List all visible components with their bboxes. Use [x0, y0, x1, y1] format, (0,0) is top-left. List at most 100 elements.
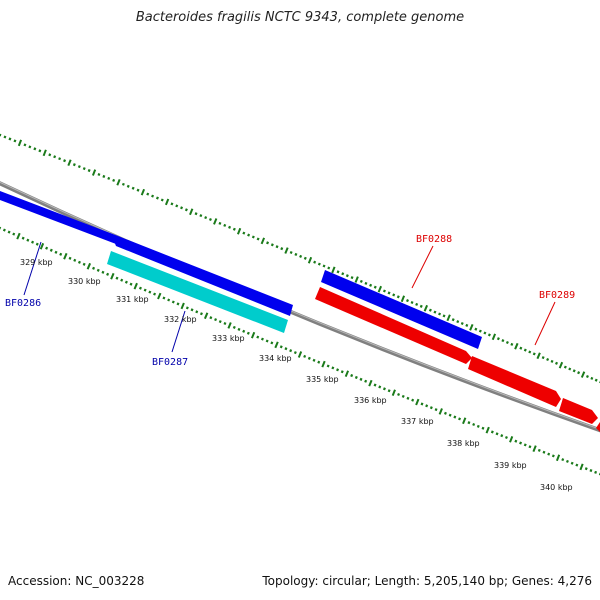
minor-tick	[438, 312, 442, 316]
minor-tick	[176, 302, 180, 306]
gene-arrow-next[interactable]	[559, 398, 598, 424]
minor-tick	[392, 293, 396, 297]
major-tick	[17, 139, 23, 147]
minor-tick	[317, 360, 321, 364]
major-tick	[446, 314, 451, 322]
minor-tick	[594, 378, 598, 382]
minor-tick	[542, 450, 546, 454]
major-tick	[462, 417, 467, 425]
minor-tick	[129, 282, 133, 286]
gene-arrow-bf0288-rev[interactable]	[315, 287, 472, 364]
minor-tick	[162, 296, 166, 300]
minor-tick	[505, 340, 509, 345]
genome-stats-text: Topology: circular; Length: 5,205,140 bp…	[262, 574, 592, 588]
minor-tick	[364, 281, 368, 285]
minor-tick	[510, 342, 514, 346]
minor-tick	[481, 426, 485, 430]
minor-tick	[460, 321, 464, 326]
minor-tick	[359, 377, 363, 381]
minor-tick	[458, 417, 462, 421]
minor-tick	[443, 411, 447, 415]
gene-leader-lines	[23, 241, 556, 353]
scale-label: 332 kbp	[164, 315, 197, 324]
minor-tick	[242, 329, 246, 333]
minor-tick	[554, 361, 559, 365]
minor-tick	[572, 369, 576, 373]
gene-arrow-bf0286[interactable]	[114, 236, 293, 316]
minor-tick	[570, 461, 574, 465]
minor-tick	[53, 155, 57, 159]
minor-tick	[495, 432, 499, 436]
minor-tick	[23, 143, 27, 147]
minor-tick	[294, 252, 298, 257]
minor-tick	[483, 331, 487, 335]
minor-tick	[496, 337, 500, 341]
minor-tick	[442, 314, 446, 318]
major-tick	[469, 324, 474, 331]
minor-tick	[256, 237, 260, 241]
minor-tick	[223, 321, 227, 326]
minor-tick	[428, 308, 432, 312]
gene-arrow-bf0287[interactable]	[107, 251, 288, 333]
minor-tick	[411, 398, 415, 402]
minor-tick	[382, 387, 386, 391]
minor-tick	[387, 389, 391, 393]
minor-tick	[350, 276, 354, 280]
minor-tick	[13, 139, 17, 143]
major-tick	[555, 454, 561, 462]
major-tick	[423, 304, 429, 312]
scale-label: 329 kbp	[20, 258, 53, 267]
minor-tick	[451, 318, 455, 322]
minor-tick	[185, 306, 189, 310]
scale-label: 331 kbp	[116, 295, 149, 304]
minor-tick	[406, 396, 410, 400]
minor-tick	[433, 310, 437, 314]
minor-tick	[317, 262, 321, 266]
minor-tick	[151, 194, 155, 198]
minor-tick	[523, 348, 527, 352]
gene-arrow-edge[interactable]	[596, 422, 600, 432]
minor-tick	[327, 266, 331, 270]
minor-tick	[77, 260, 81, 264]
minor-tick	[171, 300, 175, 304]
gene-label-bf0288: BF0288	[416, 234, 452, 245]
reverse-strand-genes	[315, 287, 600, 432]
minor-tick	[160, 198, 164, 202]
major-tick	[42, 149, 47, 157]
minor-tick	[453, 415, 457, 419]
genome-title: Bacteroides fragilis NCTC 9343, complete…	[135, 10, 465, 25]
gene-arrow-forward[interactable]	[0, 191, 118, 244]
minor-tick	[312, 358, 316, 362]
inner-tick-ring	[0, 226, 600, 476]
major-tick	[86, 262, 92, 270]
minor-tick	[341, 272, 345, 276]
minor-tick	[303, 256, 307, 260]
major-tick	[260, 237, 266, 245]
major-tick	[377, 285, 383, 293]
minor-tick	[77, 165, 81, 169]
minor-tick	[303, 354, 307, 358]
minor-tick	[280, 247, 284, 251]
scale-labels: 329 kbp 330 kbp 331 kbp 332 kbp 333 kbp …	[20, 258, 573, 492]
minor-tick	[289, 349, 293, 353]
minor-tick	[415, 302, 419, 306]
minor-tick	[345, 274, 349, 278]
minor-tick	[541, 356, 545, 360]
minor-tick	[124, 280, 128, 284]
minor-tick	[307, 356, 311, 360]
minor-tick	[279, 345, 283, 349]
gene-arrow-bf0288[interactable]	[321, 270, 482, 349]
minor-tick	[565, 459, 569, 463]
minor-tick	[232, 227, 236, 231]
minor-tick	[251, 235, 255, 239]
scale-label: 337 kbp	[401, 417, 434, 426]
minor-tick	[102, 174, 106, 179]
gene-arrow-bf0289[interactable]	[468, 356, 561, 407]
minor-tick	[87, 168, 91, 173]
major-tick	[67, 159, 72, 166]
minor-tick	[194, 212, 198, 216]
minor-tick	[568, 367, 572, 371]
minor-tick	[232, 325, 236, 329]
minor-tick	[167, 298, 171, 302]
minor-tick	[260, 337, 264, 341]
